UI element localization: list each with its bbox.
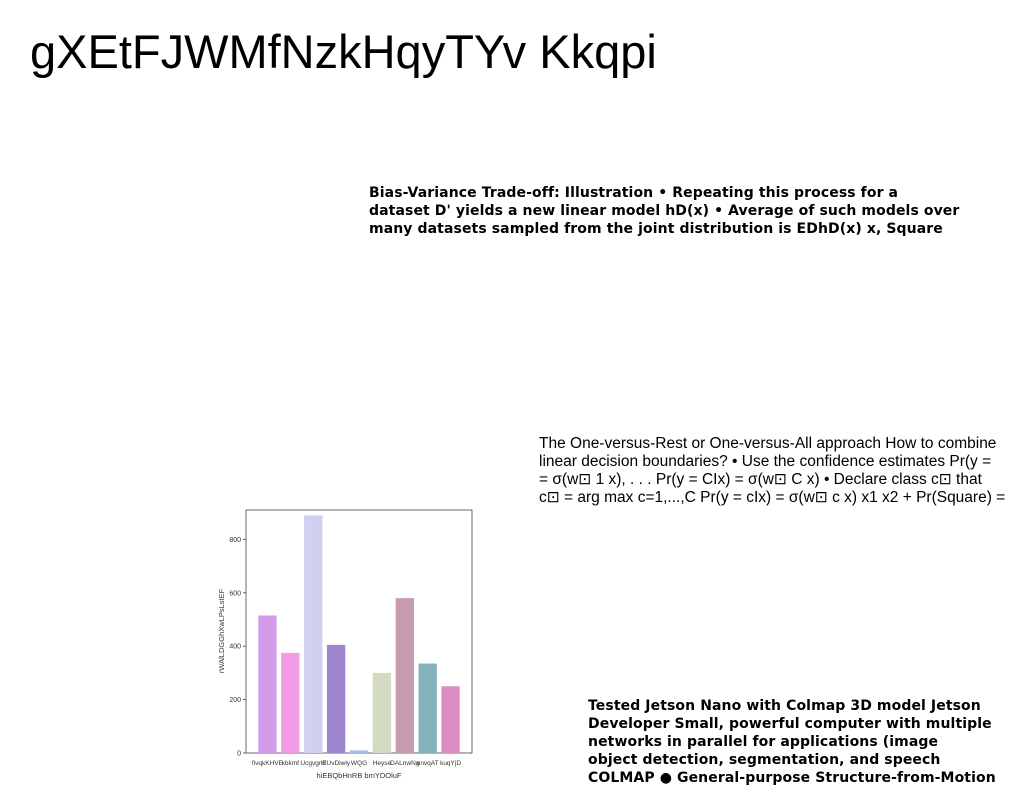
x-tick-label: kbkmf xyxy=(282,760,300,767)
bar-Heyse xyxy=(372,672,392,753)
text-line: COLMAP ● General-purpose Structure-from-… xyxy=(588,770,996,786)
bar-fivqkKHVE xyxy=(258,615,277,753)
text-line: Tested Jetson Nano with Colmap 3D model … xyxy=(588,698,981,714)
x-tick-label: Ucgvgrkt xyxy=(300,760,326,767)
text-block-jetson: Tested Jetson Nano with Colmap 3D model … xyxy=(588,697,1024,787)
text-line: The One-versus-Rest or One-versus-All ap… xyxy=(539,435,997,452)
x-tick-label: kuqYjD xyxy=(440,760,461,767)
y-axis-label: rWAlLDGGhXwLPsLstEF xyxy=(217,588,226,673)
text-line: many datasets sampled from the joint dis… xyxy=(369,221,943,237)
bar-unvqAT xyxy=(418,663,437,753)
bar-kbkmf xyxy=(281,652,300,753)
text-block-one-vs-rest: The One-versus-Rest or One-versus-All ap… xyxy=(539,435,1024,507)
text-line: = σ(w⊡ 1 x), . . . Pr(y = CIx) = σ(w⊡ C … xyxy=(539,471,982,488)
text-line: Developer Small, powerful computer with … xyxy=(588,716,992,732)
text-line: c⊡ = arg max c=1,...,C Pr(y = cIx) = σ(w… xyxy=(539,489,1006,506)
x-tick-label: WQG xyxy=(351,760,367,767)
y-tick-label: 400 xyxy=(229,644,241,651)
x-tick-label: EUvDiwly xyxy=(322,760,351,767)
x-tick-label: unvqAT xyxy=(417,760,439,767)
bar-EUvDiwly xyxy=(326,644,346,753)
text-line: linear decision boundaries? • Use the co… xyxy=(539,453,992,470)
x-tick-label: Heyse xyxy=(373,760,392,767)
text-line: Bias-Variance Trade-off: Illustration • … xyxy=(369,185,899,201)
text-line: networks in parallel for applications (i… xyxy=(588,734,939,750)
x-tick-label: fivqkKHVE xyxy=(252,760,284,767)
bar-DALnwNg xyxy=(395,598,414,753)
text-line: dataset D' yields a new linear model hD(… xyxy=(369,203,960,219)
y-tick-label: 0 xyxy=(237,751,241,758)
y-tick-label: 200 xyxy=(229,697,241,704)
x-axis-label: hiEBQbHnRB bmYDOluF xyxy=(316,771,401,780)
y-tick-label: 600 xyxy=(229,590,241,597)
bar-WQG xyxy=(349,750,369,753)
text-block-bias-variance: Bias-Variance Trade-off: Illustration • … xyxy=(369,184,989,238)
page-title: gXEtFJWMfNzkHqyTYv Kkqpi xyxy=(30,25,657,78)
bar-Ucgvgrkt xyxy=(304,515,323,753)
plot-frame xyxy=(245,509,473,754)
text-line: object detection, segmentation, and spee… xyxy=(588,752,941,768)
bar-kuqYjD xyxy=(441,686,460,753)
y-tick-label: 800 xyxy=(229,537,241,544)
x-tick-label: DALnwNg xyxy=(390,760,420,767)
